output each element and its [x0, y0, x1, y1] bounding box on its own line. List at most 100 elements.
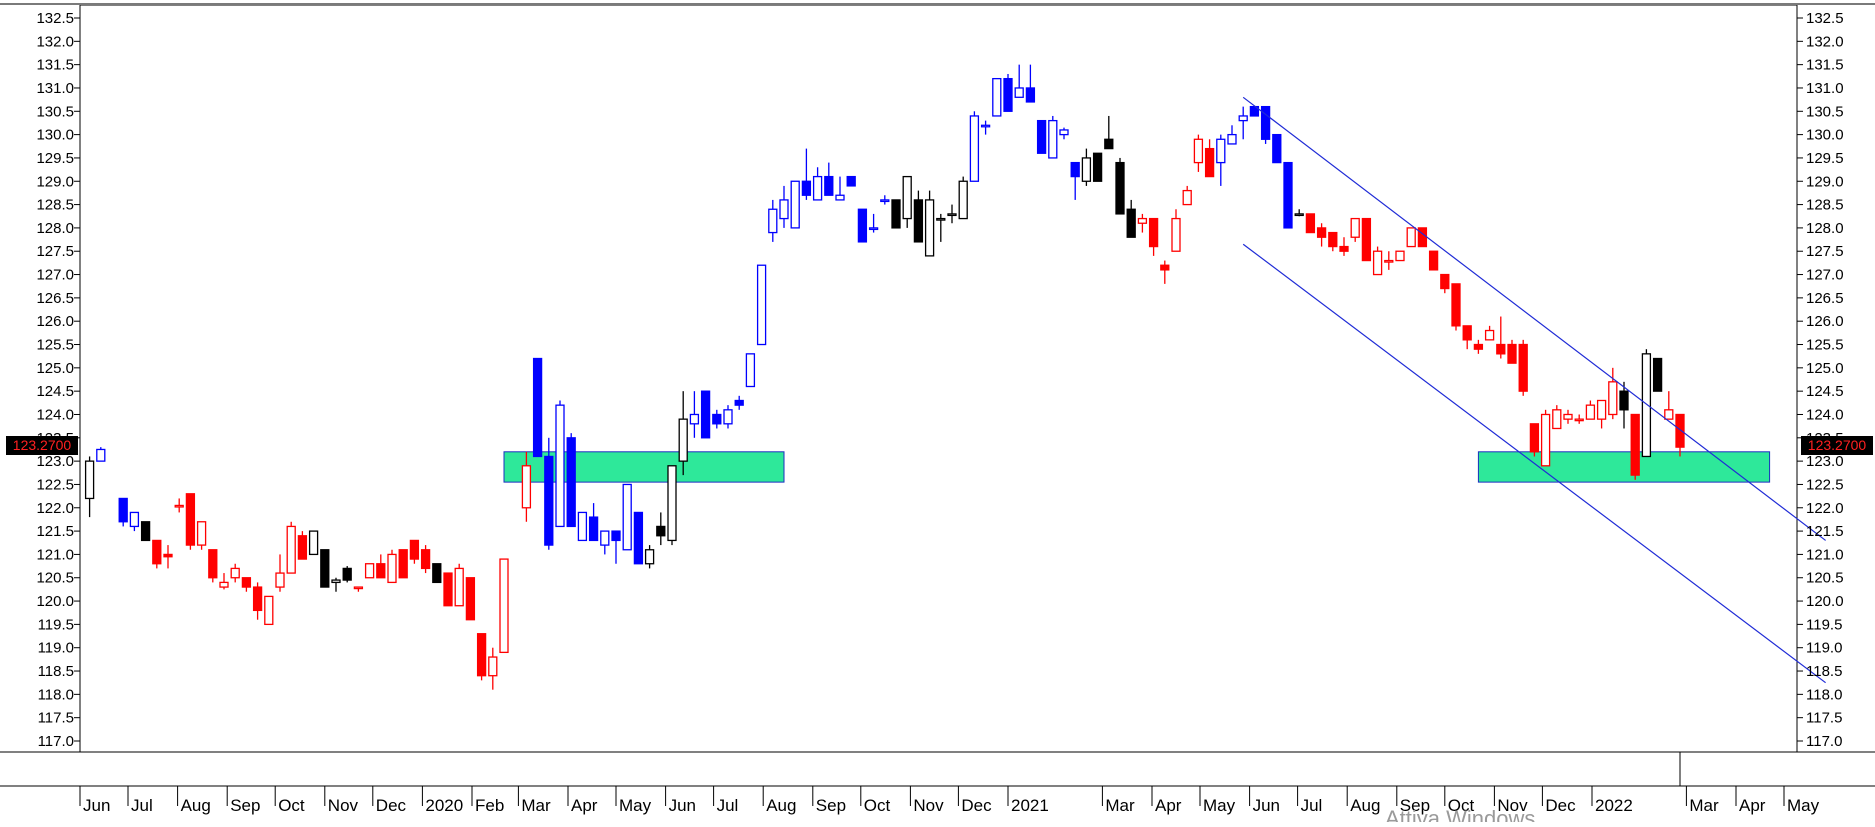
candle-body	[353, 586, 364, 590]
candle-body	[689, 413, 700, 425]
y-tick-label-right: 118.5	[1806, 663, 1842, 680]
plot-border	[79, 4, 1798, 753]
candle-body	[801, 180, 812, 196]
candle-body	[308, 530, 319, 556]
candle-body	[868, 227, 879, 231]
x-tick-label: Nov	[328, 796, 359, 815]
candle-body	[1193, 138, 1204, 164]
x-tick-label: Aug	[1350, 796, 1380, 815]
y-tick-label-right: 120.0	[1806, 593, 1844, 610]
y-tick-label-left: 125.0	[36, 360, 74, 377]
candle-body	[1619, 390, 1629, 411]
y-tick-label-right: 125.0	[1806, 360, 1844, 377]
y-tick-label-left: 132.0	[36, 33, 74, 50]
y-axis-right: 117.0 117.5 118.0 118.5 119.0 119.5 120.0 120.5…	[1797, 10, 1844, 750]
candle-body	[835, 194, 845, 201]
candle-body	[1451, 283, 1461, 327]
x-tick-label: Jul	[1301, 796, 1323, 815]
y-tick-label-right: 121.0	[1806, 546, 1844, 563]
y-tick-label-left: 127.5	[36, 243, 74, 260]
candle-body	[443, 572, 453, 607]
candle-body	[1238, 115, 1248, 122]
candle-body	[1204, 147, 1215, 178]
candle-body	[297, 535, 308, 560]
candle-body	[1440, 273, 1450, 290]
candle-body	[1473, 343, 1484, 350]
price-box-left: 123.2700	[6, 436, 78, 455]
candle-body	[1585, 404, 1596, 420]
candle-body	[1305, 213, 1316, 234]
x-tick-label: Apr	[571, 796, 598, 815]
candle-body	[857, 208, 868, 243]
candle-body	[980, 124, 991, 128]
x-tick-label: Oct	[1448, 796, 1475, 815]
candle-body	[1641, 353, 1652, 458]
candle-body	[1507, 343, 1517, 364]
x-tick-label: Jun	[83, 796, 110, 815]
candle-body	[700, 390, 711, 439]
candle-body	[152, 539, 162, 565]
candle-body	[1148, 217, 1159, 248]
candle-body	[196, 521, 207, 546]
candle-body	[633, 511, 644, 565]
candle-body	[499, 558, 509, 654]
y-tick-label-left: 117.5	[38, 710, 74, 727]
candle-body	[600, 530, 610, 546]
x-axis: Jun Jul Aug Sep Oct Nov Dec 2020 Feb Mar Apr May Jun…	[79, 786, 1820, 815]
candle-body	[1249, 105, 1260, 117]
candle-body	[1092, 152, 1103, 182]
y-tick-label-right: 117.0	[1806, 733, 1842, 750]
candle-body	[824, 175, 834, 196]
candle-body	[768, 208, 778, 234]
candle-body	[745, 353, 756, 388]
candle-body	[1496, 343, 1506, 355]
candle-body	[622, 483, 632, 551]
candle-body	[790, 180, 800, 229]
y-tick-label-left: 124.5	[36, 383, 74, 400]
candle-body	[1350, 217, 1360, 238]
candle-body	[947, 213, 957, 217]
candle-body	[140, 521, 151, 542]
x-tick-label: 2022	[1595, 796, 1633, 815]
x-tick-label: Oct	[278, 796, 305, 815]
candle-body	[880, 199, 890, 203]
y-tick-label-right: 130.5	[1806, 103, 1844, 120]
y-tick-label-left: 120.0	[36, 593, 74, 610]
price-box-right: 123.2700	[1801, 436, 1873, 455]
y-tick-label-left: 132.5	[36, 10, 74, 27]
y-tick-label-right: 132.5	[1806, 10, 1844, 27]
candle-body	[275, 572, 285, 588]
candle-body	[1574, 418, 1584, 422]
candle-body	[1563, 413, 1573, 420]
candle-body	[1428, 250, 1439, 271]
y-tick-label-right: 123.0	[1806, 453, 1844, 470]
candle-body	[1361, 217, 1372, 262]
y-tick-label-right: 126.0	[1806, 313, 1844, 330]
x-tick-label: Jul	[717, 796, 739, 815]
candle-body	[241, 577, 252, 588]
candle-body	[756, 264, 767, 346]
y-tick-label-right: 124.5	[1806, 383, 1844, 400]
y-tick-label-right: 119.5	[1806, 616, 1842, 633]
candle-body	[432, 563, 442, 584]
x-tick-label: 2021	[1011, 796, 1049, 815]
candle-body	[387, 553, 397, 584]
y-tick-label-left: 120.5	[36, 570, 74, 587]
y-axis-left: 117.0 117.5 118.0 118.5 119.0 119.5 120.0 120.5…	[36, 10, 80, 750]
candle-body	[118, 497, 128, 523]
y-tick-label-left: 128.5	[36, 197, 74, 214]
y-tick-label-left: 125.5	[36, 337, 74, 354]
candle-body	[644, 549, 655, 565]
candle-body	[163, 553, 173, 558]
y-tick-label-right: 122.5	[1806, 476, 1844, 493]
candle-body	[1328, 231, 1338, 248]
candle-body	[521, 465, 532, 509]
y-tick-label-right: 118.0	[1806, 686, 1842, 703]
y-tick-label-left: 122.5	[36, 476, 74, 493]
channel-line	[1242, 96, 1826, 541]
y-tick-label-left: 118.0	[38, 686, 74, 703]
candle-body	[185, 493, 196, 546]
candle-body	[1316, 227, 1327, 238]
